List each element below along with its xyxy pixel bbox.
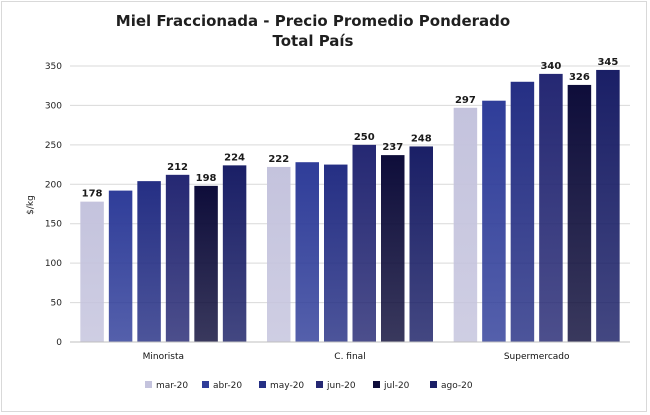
y-axis-label: $/kg bbox=[26, 195, 36, 215]
bar-jun-20-minorista bbox=[165, 174, 190, 342]
bar-jul-20-supermercado bbox=[567, 84, 592, 342]
data-label: 224 bbox=[224, 152, 245, 163]
legend[interactable]: mar-20 abr-20 may-20 jun-20 jul-20 ago-20 bbox=[145, 381, 473, 391]
bar-jun-20-supermercado bbox=[539, 73, 563, 342]
data-label: 198 bbox=[196, 173, 217, 184]
data-label: 237 bbox=[382, 142, 403, 153]
legend-item-abr-20[interactable]: abr-20 bbox=[202, 381, 242, 391]
legend-item-ago-20[interactable]: ago-20 bbox=[430, 381, 473, 391]
bar-jun-20-cfinal bbox=[352, 144, 376, 342]
legend-label: may-20 bbox=[270, 381, 304, 391]
legend-swatch bbox=[259, 381, 266, 388]
x-category-label: C. final bbox=[334, 352, 365, 362]
y-tick-label: 50 bbox=[51, 299, 63, 309]
bar-ago-20-minorista bbox=[222, 165, 247, 342]
data-label: 212 bbox=[167, 162, 188, 173]
y-tick-label: 150 bbox=[45, 220, 62, 230]
data-label: 326 bbox=[569, 72, 590, 83]
bar-may-20-cfinal bbox=[324, 164, 348, 342]
legend-item-mar-20[interactable]: mar-20 bbox=[145, 381, 188, 391]
bar-abr-20-cfinal bbox=[295, 162, 319, 342]
legend-item-jul-20[interactable]: jul-20 bbox=[373, 381, 410, 391]
legend-label: jun-20 bbox=[326, 381, 356, 391]
chart-title: Miel Fraccionada - Precio Promedio Ponde… bbox=[116, 12, 510, 30]
data-label: 250 bbox=[354, 132, 375, 143]
bar-ago-20-supermercado bbox=[596, 69, 620, 342]
bar-ago-20-cfinal bbox=[409, 146, 433, 342]
legend-label: ago-20 bbox=[441, 381, 473, 391]
y-tick-label: 350 bbox=[45, 62, 62, 72]
legend-item-may-20[interactable]: may-20 bbox=[259, 381, 304, 391]
data-label: 222 bbox=[268, 154, 289, 165]
bar-abr-20-minorista bbox=[108, 190, 133, 342]
legend-label: abr-20 bbox=[213, 381, 242, 391]
data-label: 345 bbox=[597, 57, 618, 68]
data-label: 297 bbox=[455, 95, 476, 106]
bar-mar-20-minorista bbox=[80, 201, 104, 342]
x-category-label: Minorista bbox=[143, 352, 184, 362]
bar-may-20-supermercado bbox=[510, 81, 535, 343]
x-category-label: Supermercado bbox=[504, 352, 570, 362]
legend-swatch bbox=[430, 381, 437, 388]
y-tick-label: 300 bbox=[45, 101, 62, 111]
axes: 0 50 100 150 200 250 300 350 Minorista C. final Su… bbox=[45, 62, 630, 362]
legend-swatch bbox=[202, 381, 209, 388]
bar-abr-20-supermercado bbox=[482, 100, 506, 342]
bar-may-20-minorista bbox=[137, 181, 161, 342]
bar-mar-20-cfinal bbox=[267, 166, 291, 342]
bar-jul-20-minorista bbox=[194, 185, 218, 342]
bar-jul-20-cfinal bbox=[381, 155, 405, 342]
legend-label: jul-20 bbox=[383, 381, 410, 391]
bars: 178 212 198 224 222 250 237 248 297 340 326 345 bbox=[80, 57, 620, 343]
legend-label: mar-20 bbox=[156, 381, 188, 391]
data-label: 248 bbox=[411, 133, 432, 144]
data-label: 340 bbox=[540, 61, 561, 72]
chart-subtitle: Total País bbox=[273, 32, 354, 50]
legend-item-jun-20[interactable]: jun-20 bbox=[316, 381, 356, 391]
data-label: 178 bbox=[82, 189, 103, 200]
y-tick-label: 250 bbox=[45, 141, 62, 151]
legend-swatch bbox=[145, 381, 152, 388]
legend-swatch bbox=[373, 381, 380, 388]
y-tick-label: 200 bbox=[45, 180, 62, 190]
y-tick-label: 0 bbox=[56, 338, 62, 348]
legend-swatch bbox=[316, 381, 323, 388]
y-tick-label: 100 bbox=[45, 259, 62, 269]
bar-mar-20-supermercado bbox=[453, 107, 478, 343]
